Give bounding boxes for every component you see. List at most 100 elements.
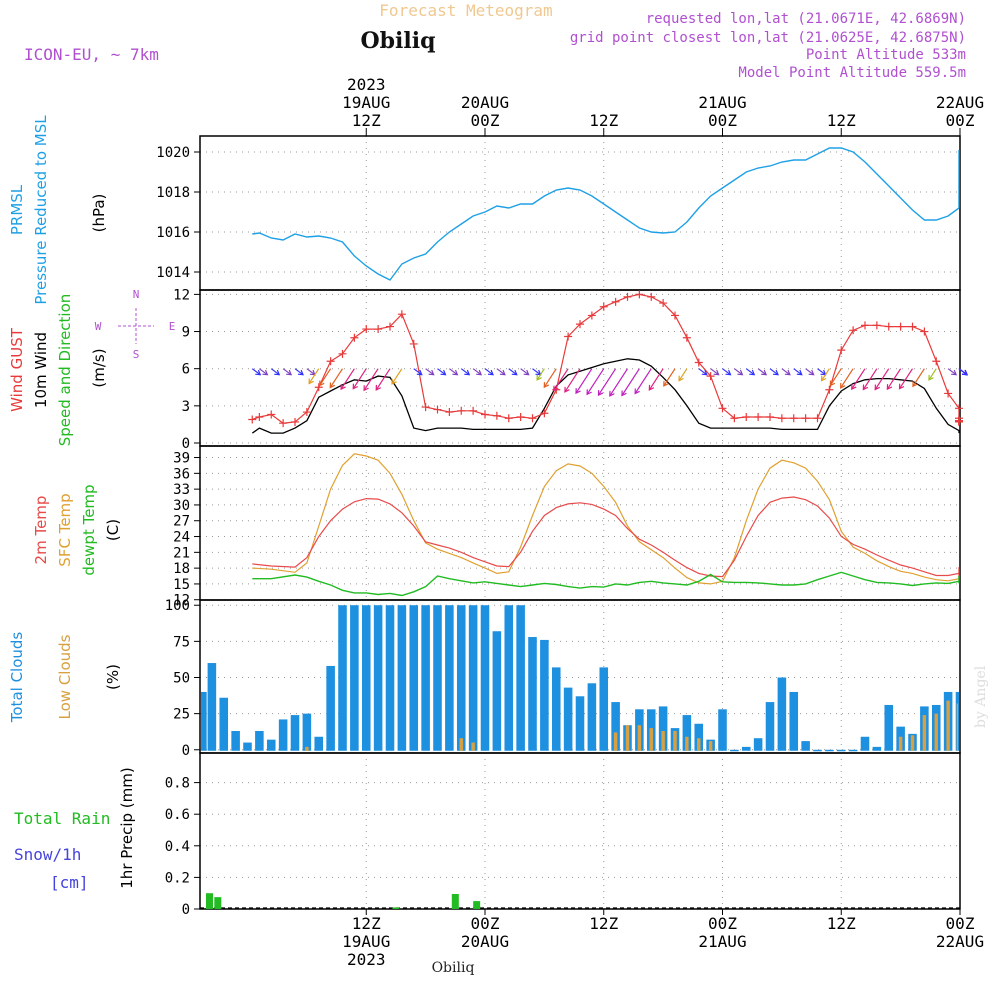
wind-direction-arrow — [413, 368, 423, 376]
credit-text: by Angel — [973, 665, 989, 728]
top-time-label: 22AUG — [936, 93, 984, 112]
low-cloud-bar — [946, 700, 950, 751]
precip-unit: 1hr Precip (mm) — [118, 767, 136, 888]
wind-direction-arrowhead — [840, 382, 846, 389]
bottom-time-label: 12Z — [352, 914, 381, 933]
wind-direction-arrowhead — [749, 369, 756, 376]
pressure-frame — [199, 135, 961, 291]
t2m-label: 2m Temp — [32, 496, 50, 565]
gust-marker — [766, 412, 774, 421]
temperature-ytick-label: 39 — [173, 451, 190, 467]
low-cloud-bar — [649, 728, 653, 751]
wind-direction-arrowhead — [297, 369, 304, 376]
wind-direction-arrowhead — [308, 378, 314, 385]
wind-direction-arrow — [496, 368, 506, 376]
wind-direction-arrowhead — [319, 380, 325, 387]
wind-frame — [199, 289, 961, 447]
wind-direction-arrowhead — [511, 369, 518, 376]
total-cloud-bar — [290, 715, 300, 751]
dewpt-label: dewpt Temp — [80, 484, 98, 575]
footer-station: Obiliq — [432, 960, 475, 976]
wind-direction-arrowhead — [564, 386, 570, 393]
gust-marker — [397, 310, 406, 319]
total-cloud-bar — [492, 631, 502, 751]
requested-coords: requested lon,lat (21.0671E, 42.6869N) — [646, 11, 966, 27]
total-cloud-bar — [575, 696, 585, 751]
wind-direction-arrowhead — [575, 388, 581, 395]
wind-direction-arrowhead — [536, 374, 542, 381]
total-cloud-bar — [338, 605, 347, 751]
wind-direction-arrowhead — [886, 384, 893, 391]
total-cloud-bar — [456, 605, 466, 751]
low-cloud-bar — [934, 713, 938, 751]
gust-marker — [445, 408, 454, 417]
total-cloud-bar — [219, 697, 229, 751]
point-altitude: Point Altitude 533m — [806, 47, 966, 63]
model-label: ICON-EU, ~ 7km — [24, 45, 159, 64]
chart-title: Forecast Meteogram — [379, 1, 552, 20]
bottom-time-label: 00Z — [708, 914, 737, 933]
wind-direction-arrow — [375, 368, 391, 391]
low-cloud-bar — [922, 715, 927, 751]
wind-direction-arrow — [391, 368, 403, 385]
total-cloud-bar — [201, 691, 207, 751]
wind-direction-arrowhead — [487, 369, 494, 376]
gust-marker — [528, 414, 537, 423]
total-cloud-bar — [207, 663, 217, 751]
pressure-ytick-label: 1016 — [156, 225, 190, 241]
total-cloud-bar — [243, 742, 252, 751]
wind-direction-arrowhead — [725, 369, 732, 376]
gust-marker — [742, 412, 751, 421]
temperature-ytick-label: 27 — [173, 514, 190, 530]
gust-marker — [314, 383, 323, 392]
bottom-time-label: 2023 — [347, 950, 386, 969]
wind-direction-arrow — [586, 368, 605, 395]
bottom-time-label: 22AUG — [936, 932, 984, 951]
top-time-label: 20AUG — [461, 93, 509, 112]
wind-direction-arrowhead — [851, 384, 857, 391]
total-cloud-bar — [385, 605, 395, 751]
wind-direction-arrowhead — [634, 388, 640, 395]
gust-marker — [896, 322, 905, 331]
gust-marker — [374, 325, 383, 334]
wind-direction-arrowhead — [737, 369, 744, 376]
gust-marker — [647, 292, 656, 301]
wind-direction-arrow — [609, 368, 629, 397]
wind-direction-arrow — [575, 368, 593, 394]
wind-ytick-label: 12 — [173, 287, 190, 303]
temperature-ytick-label: 21 — [173, 545, 190, 561]
wind-direction-arrow — [251, 368, 261, 376]
gust-marker — [920, 327, 929, 336]
dewpt-line — [252, 571, 960, 597]
clouds-ytick-label: 25 — [173, 707, 190, 723]
wind-direction-arrowhead — [262, 369, 269, 376]
wind-direction-arrow — [449, 368, 458, 376]
total-cloud-bar — [528, 637, 537, 751]
wind-ytick-label: 0 — [182, 436, 190, 452]
wind-gust-line — [252, 293, 960, 424]
total-cloud-bar — [860, 736, 870, 751]
temperature-ytick-label: 33 — [173, 482, 190, 498]
wind-direction-arrow — [840, 368, 854, 389]
wind-direction-arrow — [757, 368, 767, 376]
gust-marker — [754, 412, 763, 421]
wind-direction-arrow — [306, 368, 316, 376]
rain-bar — [214, 897, 222, 909]
total-cloud-bar — [433, 605, 442, 751]
wind-direction-arrowhead — [796, 369, 803, 376]
wind-direction-arrow — [340, 368, 355, 390]
wind-direction-arrow — [425, 368, 434, 376]
wind-direction-arrow — [472, 368, 482, 376]
wind-direction-arrowhead — [553, 385, 559, 392]
wind-ytick-label: 6 — [182, 362, 190, 378]
wind-direction-arrowhead — [808, 369, 815, 376]
compass-south: S — [133, 348, 140, 361]
total-cloud-bar — [350, 605, 359, 751]
total-cloud-bar — [587, 683, 597, 751]
wind-direction-arrowhead — [428, 369, 435, 376]
wind-direction-arrowhead — [452, 369, 459, 376]
total-cloud-bar — [468, 605, 478, 751]
low-cloud-bar — [910, 735, 915, 751]
wind-direction-arrow — [745, 368, 755, 376]
gust-marker — [302, 408, 311, 417]
